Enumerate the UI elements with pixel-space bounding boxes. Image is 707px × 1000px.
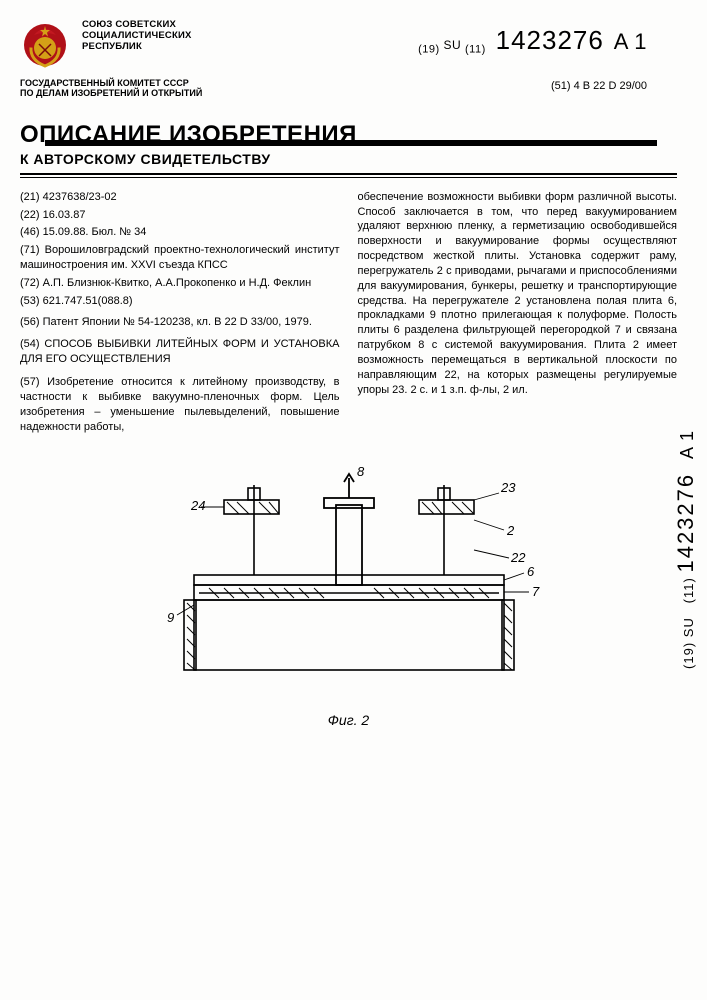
- figure-2: 24 8 23 2 22 6 7 9: [20, 450, 677, 710]
- field-71: (71) Ворошиловградский проектно-технолог…: [20, 243, 340, 273]
- ipc-prefix: (51) 4: [551, 80, 580, 92]
- callout-23: 23: [500, 480, 516, 495]
- side-su: SU: [681, 617, 696, 637]
- page: СОЮЗ СОВЕТСКИХ СОЦИАЛИСТИЧЕСКИХ РЕСПУБЛИ…: [0, 0, 707, 1000]
- abstract-continuation: обеспечение возможности выбивки форм раз…: [358, 190, 678, 398]
- field-56: (56) Патент Японии № 54-120238, кл. B 22…: [20, 315, 340, 330]
- side-kind: A 1: [677, 430, 697, 459]
- field-57: (57) Изобретение относится к литейному п…: [20, 375, 340, 434]
- code-kind: A 1: [614, 29, 647, 54]
- left-column: (21) 4237638/23-02 (22) 16.03.87 (46) 15…: [20, 190, 340, 438]
- title-sub: К АВТОРСКОМУ СВИДЕТЕЛЬСТВУ: [20, 151, 677, 167]
- field-53: (53) 621.747.51(088.8): [20, 294, 340, 309]
- side-mid-prefix: (11): [681, 577, 696, 603]
- field-54: (54) СПОСОБ ВЫБИВКИ ЛИТЕЙНЫХ ФОРМ И УСТА…: [20, 337, 340, 367]
- side-number: 1423276: [673, 473, 698, 573]
- ipc-classification: (51) 4 B 22 D 29/00: [551, 80, 647, 92]
- figure-label: Фиг. 2: [20, 712, 677, 728]
- right-column: обеспечение возможности выбивки форм раз…: [358, 190, 678, 438]
- field-22: (22) 16.03.87: [20, 208, 340, 223]
- callout-6: 6: [527, 564, 535, 579]
- code-su: SU: [444, 38, 462, 52]
- field-46: (46) 15.09.88. Бюл. № 34: [20, 225, 340, 240]
- issuer-name: СОЮЗ СОВЕТСКИХ СОЦИАЛИСТИЧЕСКИХ РЕСПУБЛИ…: [82, 20, 192, 53]
- callout-9: 9: [167, 610, 174, 625]
- code-number: 1423276: [496, 25, 604, 55]
- side-document-code: (19) SU (11) 1423276 A 1: [673, 430, 699, 669]
- ipc-code: B 22 D 29/00: [583, 80, 647, 92]
- document-code: (19) SU (11) 1423276 A 1: [418, 25, 647, 56]
- side-prefix: (19): [681, 642, 696, 669]
- figure-drawing: 24 8 23 2 22 6 7 9: [139, 450, 559, 710]
- callout-8: 8: [357, 464, 365, 479]
- field-21: (21) 4237638/23-02: [20, 190, 340, 205]
- rule-2: [20, 177, 677, 178]
- state-emblem-icon: [20, 20, 70, 70]
- field-72: (72) А.П. Близнюк-Квитко, А.А.Прокопенко…: [20, 276, 340, 291]
- code-19: (19): [418, 43, 440, 55]
- issuer-line3: РЕСПУБЛИК: [82, 42, 192, 53]
- callout-24: 24: [190, 498, 205, 513]
- code-11: (11): [465, 43, 486, 55]
- callout-7: 7: [532, 584, 540, 599]
- callout-2: 2: [506, 523, 515, 538]
- callout-22: 22: [510, 550, 526, 565]
- rule-1: [20, 173, 677, 175]
- body-columns: (21) 4237638/23-02 (22) 16.03.87 (46) 15…: [20, 190, 677, 438]
- thick-rule: [45, 140, 657, 146]
